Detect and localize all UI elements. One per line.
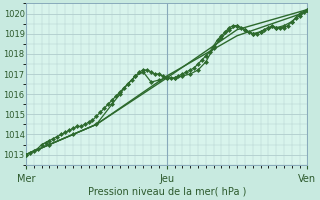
X-axis label: Pression niveau de la mer( hPa ): Pression niveau de la mer( hPa ) [88,187,246,197]
